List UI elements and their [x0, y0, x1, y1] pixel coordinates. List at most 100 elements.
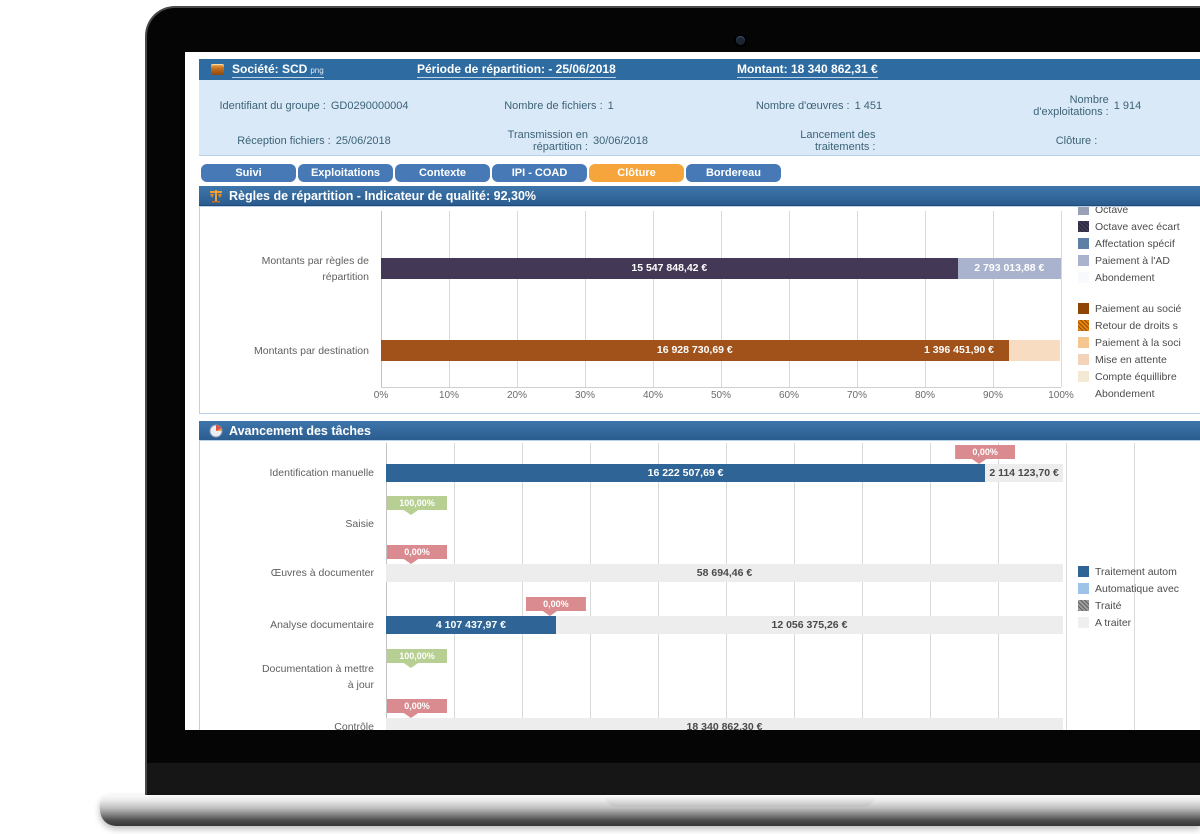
- legend-label: Paiement à la soci: [1095, 336, 1181, 349]
- legend-swatch: [1078, 354, 1089, 365]
- gridline: [1066, 443, 1067, 730]
- gridline: [721, 211, 722, 387]
- category-label: Documentation à mettre à jour: [261, 663, 374, 691]
- bar-value-label: 18 340 862,30 €: [686, 720, 763, 731]
- gridline: [590, 443, 591, 730]
- axis-tick-label: 80%: [914, 390, 935, 401]
- gridline: [998, 443, 999, 730]
- legend-swatch: [1078, 320, 1089, 331]
- company-title: Société: SCD png: [232, 62, 324, 78]
- category-label: Œuvres à documenter: [270, 567, 374, 579]
- legend-label: Octave avec écart: [1095, 220, 1180, 233]
- progress-badge: 0,00%: [525, 597, 586, 616]
- gridline: [517, 211, 518, 387]
- legend-item: Compte équillibre: [1078, 368, 1177, 385]
- info-panel: Identifiant du groupe : GD0290000004 Nomb…: [199, 80, 1200, 156]
- axis-tick-label: 90%: [982, 390, 1003, 401]
- legend-swatch: [1078, 337, 1089, 348]
- axis-tick-label: 20%: [506, 390, 527, 401]
- category-label: Analyse documentaire: [270, 619, 374, 631]
- legend-swatch: [1078, 617, 1089, 628]
- company-tag: png: [310, 66, 324, 75]
- legend-item: Octave: [1078, 207, 1128, 218]
- legend-swatch: [1078, 371, 1089, 382]
- category-label: Montants par destination: [254, 344, 369, 357]
- tab-ipi-coad[interactable]: IPI - COAD: [492, 164, 587, 182]
- category-label: Identification manuelle: [269, 467, 374, 479]
- section-title: Avancement des tâches: [229, 424, 371, 438]
- x-axis-line: [381, 387, 1061, 388]
- bar-value-label: 58 694,46 €: [696, 566, 753, 579]
- tab-exploitations[interactable]: Exploitations: [298, 164, 393, 182]
- tab-bordereau[interactable]: Bordereau: [686, 164, 781, 182]
- laptop-screen: Société: SCD png Période de répartition: …: [185, 52, 1200, 730]
- chart-avancement-taches: Identification manuelle 16 222 507,69 € 2 …: [199, 440, 1200, 730]
- bar-value-label: 16 928 730,69 €: [656, 344, 733, 356]
- bar-value-label: 1 396 451,90 €: [923, 344, 995, 356]
- legend-item: Octave avec écart: [1078, 218, 1180, 235]
- gridline: [653, 211, 654, 387]
- legend-item: Mise en attente: [1078, 351, 1167, 368]
- section-title: Règles de répartition - Indicateur de qu…: [229, 189, 537, 203]
- laptop-bezel: Société: SCD png Période de répartition: …: [145, 6, 1200, 795]
- app-title-bar: Société: SCD png Période de répartition: …: [199, 59, 1200, 80]
- gridline: [794, 443, 795, 730]
- info-row: Identifiant du groupe : GD0290000004 Nomb…: [199, 86, 1200, 126]
- bar-segment: [386, 616, 556, 634]
- gridline: [386, 443, 387, 730]
- info-file-count: Nombre de fichiers :1: [504, 100, 614, 112]
- legend-swatch: [1078, 221, 1089, 232]
- category-label: Saisie: [345, 518, 374, 530]
- bar-segment: [386, 464, 986, 482]
- legend-swatch: [1078, 272, 1089, 283]
- info-reception-date: Réception fichiers :25/06/2018: [237, 135, 391, 147]
- info-processing-launch: Lancement des traitements :: [800, 129, 876, 153]
- gridline: [454, 443, 455, 730]
- bar-value-label: 16 222 507,69 €: [647, 466, 724, 479]
- gridline: [1134, 443, 1135, 730]
- bar-segment: [985, 464, 1063, 482]
- tab-suivi[interactable]: Suivi: [201, 164, 296, 182]
- legend-swatch: [1078, 303, 1089, 314]
- progress-badge: 100,00%: [387, 649, 447, 668]
- info-transmission-date: Transmission en répartition :30/06/2018: [507, 129, 649, 153]
- axis-tick-label: 60%: [778, 390, 799, 401]
- laptop-base: [100, 795, 1200, 826]
- legend-swatch: [1078, 207, 1089, 215]
- gridline: [381, 211, 382, 387]
- gridline: [789, 211, 790, 387]
- legend-item: Abondement: [1078, 269, 1155, 286]
- tab-cloture[interactable]: Clôture: [589, 164, 684, 182]
- app-window: Société: SCD png Période de répartition: …: [199, 59, 1200, 730]
- legend-swatch: [1078, 255, 1089, 266]
- axis-tick-label: 50%: [710, 390, 731, 401]
- axis-tick-label: 10%: [438, 390, 459, 401]
- bar-segment: [381, 258, 958, 279]
- legend-item: Paiement à la soci: [1078, 334, 1181, 351]
- legend-label: Paiement à l'AD: [1095, 254, 1170, 267]
- info-closure: Clôture :: [1055, 135, 1098, 147]
- legend-item: Automatique avec: [1078, 580, 1179, 597]
- laptop-chin: MacBook: [147, 763, 1200, 795]
- progress-badge: 100,00%: [387, 496, 447, 515]
- bar-segment: [386, 718, 1063, 730]
- gridline: [1061, 211, 1062, 387]
- category-label: Montants par règles de répartition: [261, 254, 369, 283]
- gridline: [857, 211, 858, 387]
- legend-item: Affectation spécif: [1078, 235, 1175, 252]
- axis-tick-label: 30%: [574, 390, 595, 401]
- gridline: [449, 211, 450, 387]
- progress-badge: 0,00%: [387, 545, 447, 564]
- legend-swatch: [1078, 600, 1089, 611]
- axis-tick-label: 0%: [373, 390, 389, 401]
- category-label: Contrôle: [334, 721, 374, 730]
- info-group-id: Identifiant du groupe : GD0290000004: [219, 100, 409, 112]
- legend-label: Compte équillibre: [1095, 370, 1177, 383]
- legend-item: Traité: [1078, 597, 1121, 614]
- gridline: [925, 211, 926, 387]
- bar-segment: [381, 340, 1009, 361]
- legend-label: A traiter: [1095, 616, 1132, 629]
- legend-label: Traité: [1095, 599, 1122, 612]
- tab-contexte[interactable]: Contexte: [395, 164, 490, 182]
